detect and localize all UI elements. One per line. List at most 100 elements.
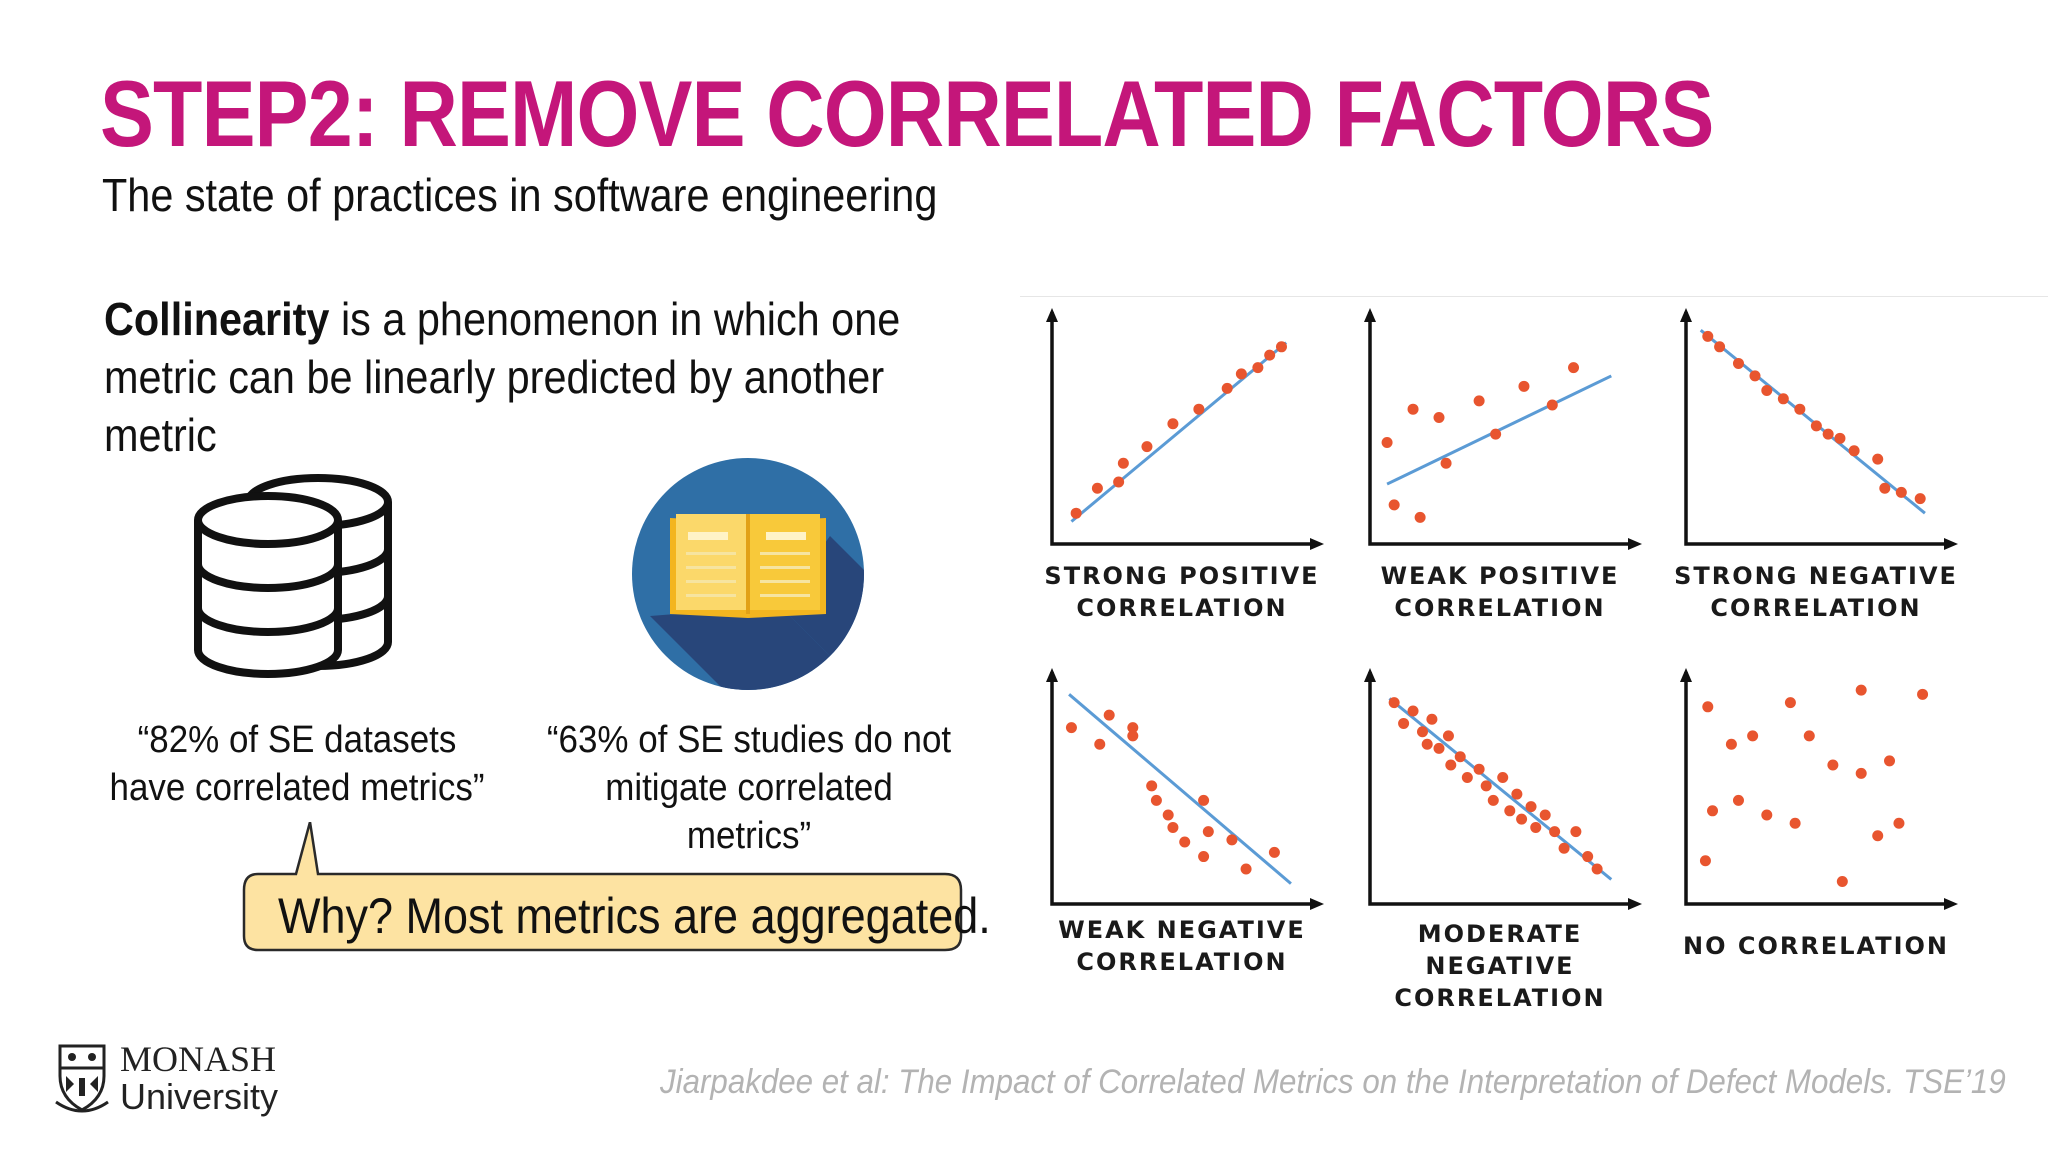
data-point — [1872, 830, 1884, 842]
definition-term: Collinearity — [104, 293, 330, 345]
data-point — [1473, 395, 1485, 407]
data-point — [1879, 482, 1891, 494]
data-point — [1065, 722, 1077, 734]
correlation-plot-4 — [1046, 668, 1324, 910]
data-point — [1226, 834, 1238, 846]
data-point — [1810, 420, 1822, 432]
data-point — [1198, 851, 1210, 863]
correlation-label-6: NO CORRELATION — [1656, 930, 1976, 962]
data-point — [1794, 403, 1806, 415]
label-line-1: STRONG POSITIVE — [1044, 562, 1320, 590]
data-point — [1113, 476, 1125, 488]
data-point — [1546, 399, 1558, 411]
data-point — [1150, 794, 1162, 806]
data-point — [1836, 876, 1848, 888]
data-point — [1539, 809, 1551, 821]
data-point — [1127, 722, 1139, 734]
y-axis-arrow — [1680, 308, 1692, 322]
callout-text: Why? Most metrics are aggregated. — [278, 888, 991, 944]
trend-line — [1068, 693, 1292, 885]
data-point — [1895, 486, 1907, 498]
quote-studies: “63% of SE studies do not mitigate corre… — [546, 719, 952, 857]
data-point — [1103, 709, 1115, 721]
data-point — [1235, 368, 1247, 380]
trend-line — [1070, 341, 1288, 523]
x-axis-arrow — [1628, 538, 1642, 550]
data-point — [1702, 701, 1714, 713]
data-point — [1789, 817, 1801, 829]
data-point — [1702, 330, 1714, 342]
data-point — [1426, 713, 1438, 725]
label-line-2: CORRELATION — [1394, 984, 1606, 1012]
label-line-2: CORRELATION — [1710, 594, 1922, 622]
label-line-1: MODERATE NEGATIVE — [1417, 920, 1583, 980]
data-point — [1732, 794, 1744, 806]
data-point — [1473, 763, 1485, 775]
data-point — [1568, 362, 1580, 374]
data-point — [1117, 457, 1129, 469]
y-axis-arrow — [1364, 668, 1376, 682]
data-point — [1914, 493, 1926, 505]
data-point — [1398, 717, 1410, 729]
y-axis-arrow — [1680, 668, 1692, 682]
data-point — [1264, 349, 1276, 361]
label-line-2: CORRELATION — [1394, 594, 1606, 622]
data-point — [1582, 851, 1594, 863]
data-point — [1440, 457, 1452, 469]
data-point — [1414, 511, 1426, 523]
label-line-2: CORRELATION — [1076, 948, 1288, 976]
definition-text: is a phenomenon in which one metric can … — [104, 293, 901, 461]
data-point — [1127, 730, 1139, 742]
correlation-label-3: STRONG NEGATIVE CORRELATION — [1656, 560, 1976, 624]
data-point — [1714, 341, 1726, 353]
citation: Jiarpakdee et al: The Impact of Correlat… — [660, 1063, 2006, 1101]
correlation-plot-2 — [1364, 308, 1642, 550]
axes — [1050, 312, 1318, 546]
data-point — [1761, 384, 1773, 396]
data-point — [1202, 826, 1214, 838]
data-point — [1834, 432, 1846, 444]
x-axis-arrow — [1628, 898, 1642, 910]
label-line-1: NO CORRELATION — [1682, 932, 1949, 960]
data-point — [1699, 855, 1711, 867]
label-line-1: WEAK NEGATIVE — [1058, 916, 1306, 944]
data-point — [1872, 453, 1884, 465]
axes — [1684, 312, 1952, 546]
slide-subtitle: The state of practices in software engin… — [102, 169, 938, 221]
data-point — [1179, 836, 1191, 848]
data-point — [1525, 801, 1537, 813]
x-axis-arrow — [1944, 538, 1958, 550]
data-point — [1416, 726, 1428, 738]
data-point — [1162, 809, 1174, 821]
data-point — [1917, 688, 1929, 700]
label-line-1: WEAK POSITIVE — [1380, 562, 1620, 590]
data-point — [1827, 759, 1839, 771]
data-point — [1381, 436, 1393, 448]
data-point — [1497, 772, 1509, 784]
x-axis-arrow — [1310, 898, 1324, 910]
axes — [1368, 672, 1636, 906]
correlation-label-1: STRONG POSITIVE CORRELATION — [1022, 560, 1342, 624]
data-point — [1511, 788, 1523, 800]
divider-line — [1020, 296, 2048, 297]
data-point — [1558, 842, 1570, 854]
data-point — [1445, 759, 1457, 771]
data-point — [1252, 362, 1264, 374]
data-point — [1421, 738, 1433, 750]
data-point — [1275, 341, 1287, 353]
data-point — [1433, 412, 1445, 424]
data-point — [1893, 817, 1905, 829]
y-axis-arrow — [1364, 308, 1376, 322]
axes — [1368, 312, 1636, 546]
database-icon — [194, 474, 392, 678]
data-point — [1487, 794, 1499, 806]
slide-title: STEP2: REMOVE CORRELATED FACTORS — [100, 61, 1714, 166]
data-point — [1855, 767, 1867, 779]
data-point — [1221, 382, 1233, 394]
data-point — [1091, 482, 1103, 494]
data-point — [1167, 821, 1179, 833]
data-point — [1784, 697, 1796, 709]
data-point — [1707, 805, 1719, 817]
monash-wordmark: MONASH University — [120, 1040, 278, 1116]
label-line-2: CORRELATION — [1076, 594, 1288, 622]
